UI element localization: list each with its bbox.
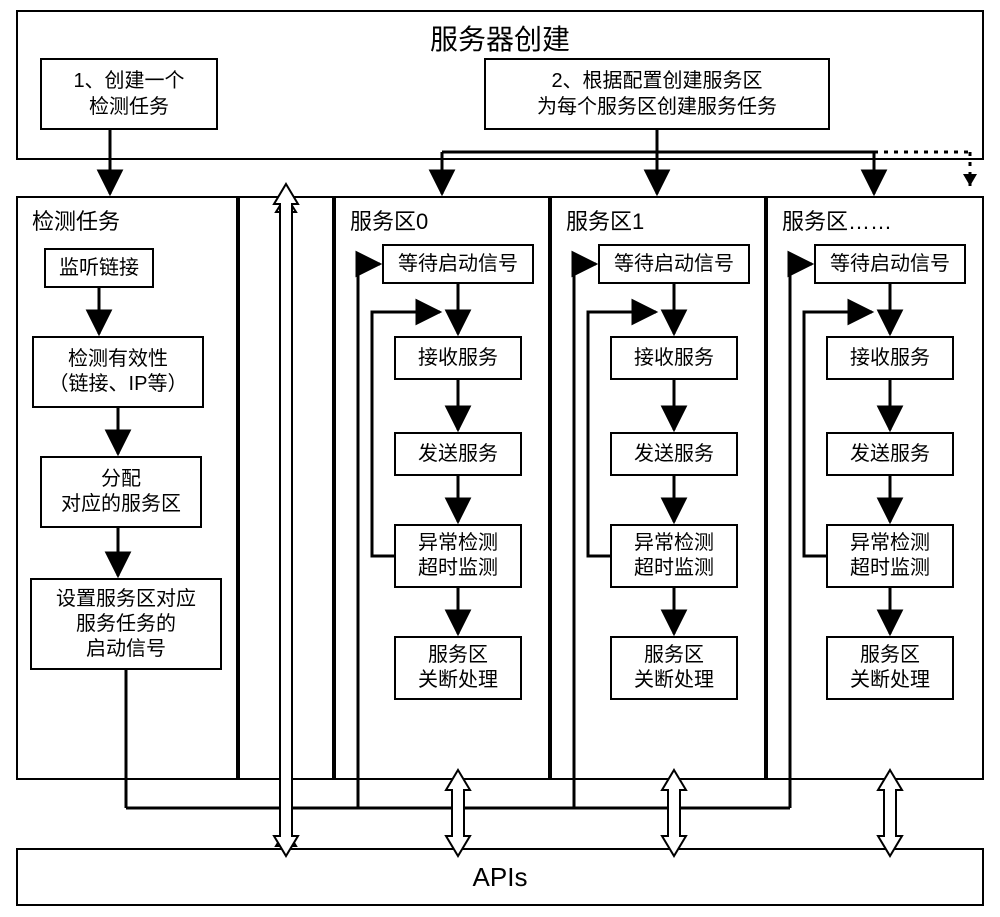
top-box-1-l2: 检测任务 [89,94,169,120]
apis-label: APIs [18,862,982,893]
zone-0-title: 服务区0 [350,204,428,236]
outer-title: 服务器创建 [18,18,982,58]
diagram-root: 服务器创建 1、创建一个 检测任务 2、根据配置创建服务区 为每个服务区创建服务… [0,0,1000,917]
z2-s2: 接收服务 [826,336,954,380]
z0-s1: 等待启动信号 [382,244,534,284]
zone-1-title: 服务区1 [566,204,644,236]
z0-s3: 发送服务 [394,432,522,476]
gap-panel [238,196,334,780]
z2-s3: 发送服务 [826,432,954,476]
z0-s4: 异常检测超时监测 [394,524,522,588]
z1-s4: 异常检测超时监测 [610,524,738,588]
z0-s5: 服务区关断处理 [394,636,522,700]
top-box-2-l1: 2、根据配置创建服务区 [551,68,762,94]
detect-panel-title: 检测任务 [32,204,120,236]
top-box-1-l1: 1、创建一个 [73,68,184,94]
detect-b4: 设置服务区对应 服务任务的 启动信号 [30,578,222,670]
apis-panel: APIs [16,848,984,906]
detect-b1: 监听链接 [44,248,154,288]
top-box-2: 2、根据配置创建服务区 为每个服务区创建服务任务 [484,58,830,130]
top-box-1: 1、创建一个 检测任务 [40,58,218,130]
z2-s4: 异常检测超时监测 [826,524,954,588]
z1-s1: 等待启动信号 [598,244,750,284]
z1-s5: 服务区关断处理 [610,636,738,700]
z1-s3: 发送服务 [610,432,738,476]
detect-b3: 分配 对应的服务区 [40,456,202,528]
z1-s2: 接收服务 [610,336,738,380]
z2-s5: 服务区关断处理 [826,636,954,700]
detect-b2: 检测有效性 （链接、IP等） [32,336,204,408]
z0-s2: 接收服务 [394,336,522,380]
zone-2-title: 服务区…… [782,204,892,236]
z2-s1: 等待启动信号 [814,244,966,284]
top-box-2-l2: 为每个服务区创建服务任务 [537,94,777,120]
